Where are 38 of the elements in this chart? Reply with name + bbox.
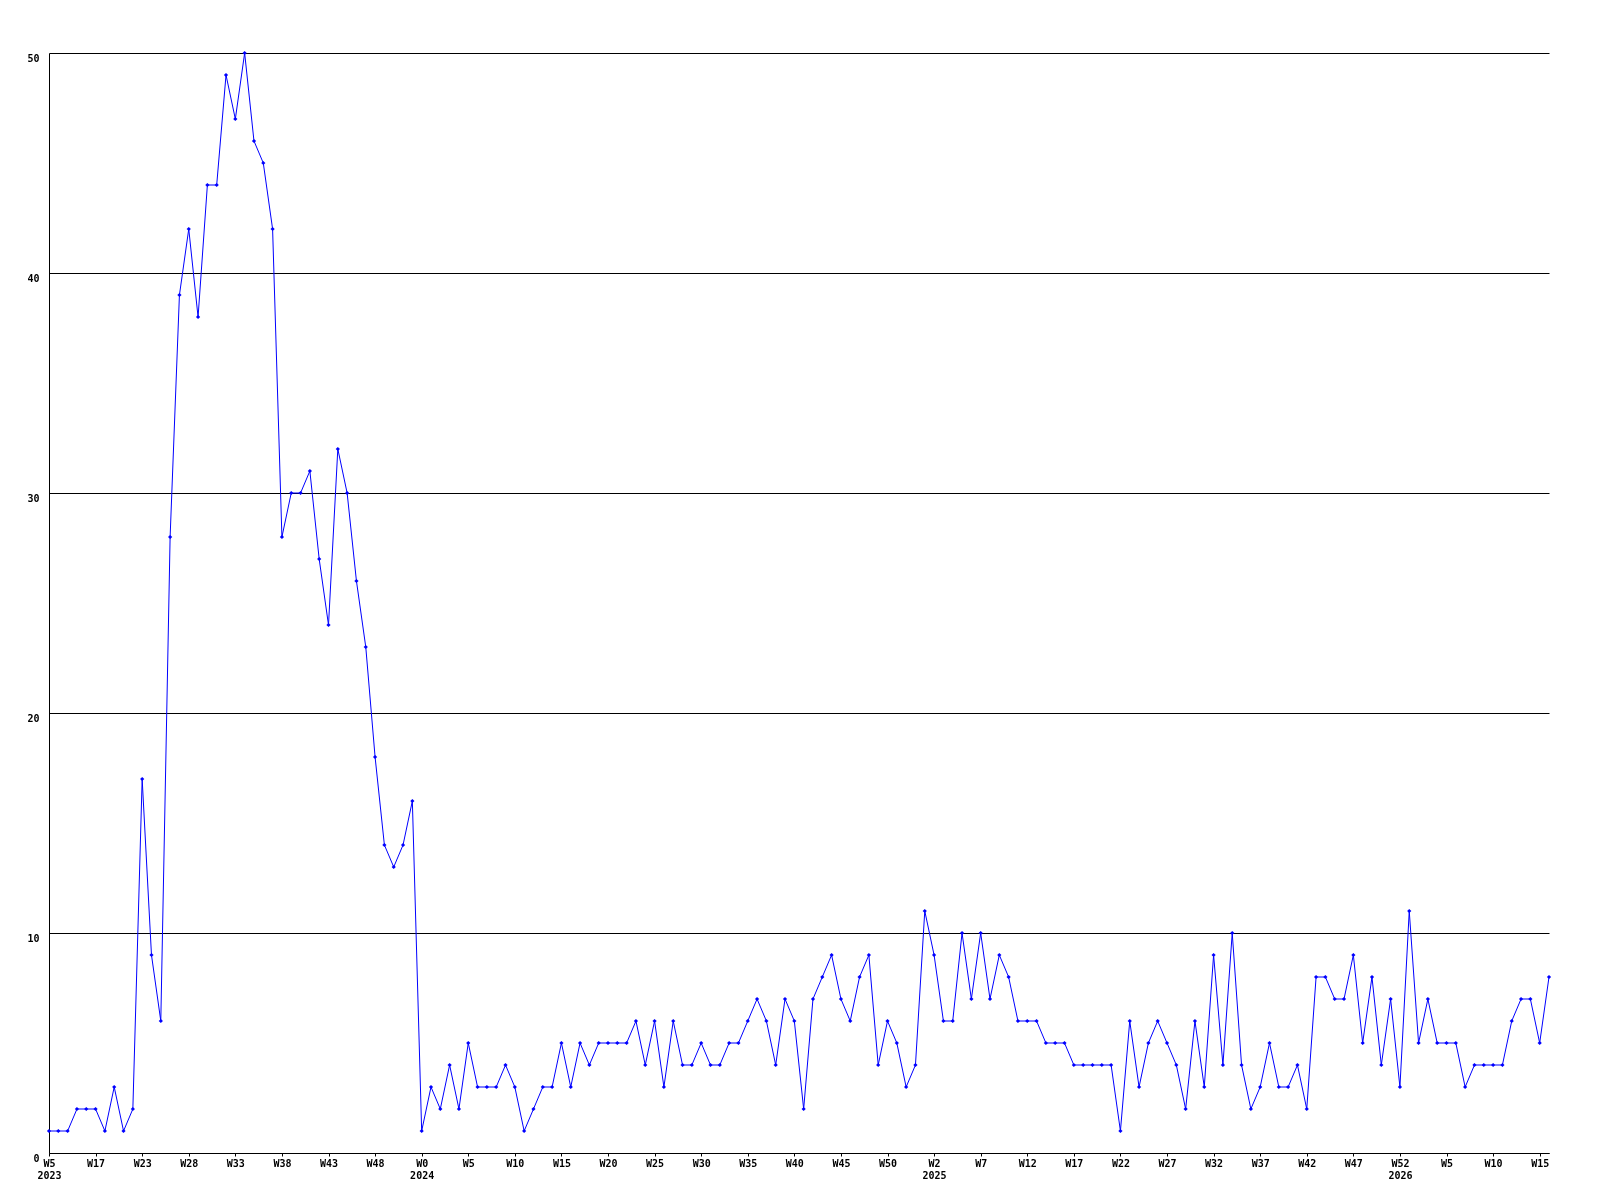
x-tick-label: W5 xyxy=(1440,1157,1454,1169)
y-tick-label: 0 xyxy=(33,1152,40,1164)
x-tick-label: W23 xyxy=(133,1157,152,1169)
x-tick-label: W7 xyxy=(975,1157,988,1169)
x-tick-label: W48 xyxy=(366,1157,385,1169)
x-tick-label: W15 xyxy=(552,1157,571,1169)
x-tick-label: W30 xyxy=(692,1157,711,1169)
x-tick-label: W50 xyxy=(878,1157,898,1169)
x-tick-label: W43 xyxy=(319,1157,339,1169)
x-tick-label: W32 xyxy=(1205,1157,1224,1169)
x-tick-label: W52 2026 xyxy=(1388,1157,1413,1181)
x-tick-label: W45 xyxy=(832,1157,851,1169)
x-tick-label: W27 xyxy=(1158,1157,1177,1169)
x-tick-label: W22 xyxy=(1111,1157,1130,1169)
x-tick-label: W20 xyxy=(599,1157,618,1169)
x-tick-label: W42 xyxy=(1298,1157,1317,1169)
x-tick-label: W17 xyxy=(1065,1157,1084,1169)
x-tick-label: W35 xyxy=(739,1157,758,1169)
y-tick-label: 50 xyxy=(27,52,40,64)
x-tick-label: W0 2024 xyxy=(410,1157,435,1181)
x-tick-label: W38 xyxy=(273,1157,292,1169)
x-tick-label: W15 xyxy=(1531,1157,1550,1169)
y-tick-label: 10 xyxy=(27,932,40,944)
x-tick-label: W2 2025 xyxy=(922,1157,947,1181)
x-tick-label: W33 xyxy=(226,1157,245,1169)
x-tick-label: W12 xyxy=(1018,1157,1037,1169)
x-tick-label: W5 xyxy=(462,1157,475,1169)
x-tick-label: W10 xyxy=(1484,1157,1503,1169)
x-tick-label: W47 xyxy=(1344,1157,1363,1169)
x-tick-label: W40 xyxy=(785,1157,804,1169)
x-tick-label: W17 xyxy=(87,1157,106,1169)
y-tick-label: 20 xyxy=(27,712,40,724)
y-tick-label: 30 xyxy=(27,492,40,504)
x-tick-label: W28 xyxy=(180,1157,199,1169)
x-tick-label: W37 xyxy=(1251,1157,1270,1169)
y-tick-label: 40 xyxy=(27,272,40,284)
x-tick-label: W25 xyxy=(646,1157,665,1169)
x-tick-label: W10 xyxy=(506,1157,525,1169)
